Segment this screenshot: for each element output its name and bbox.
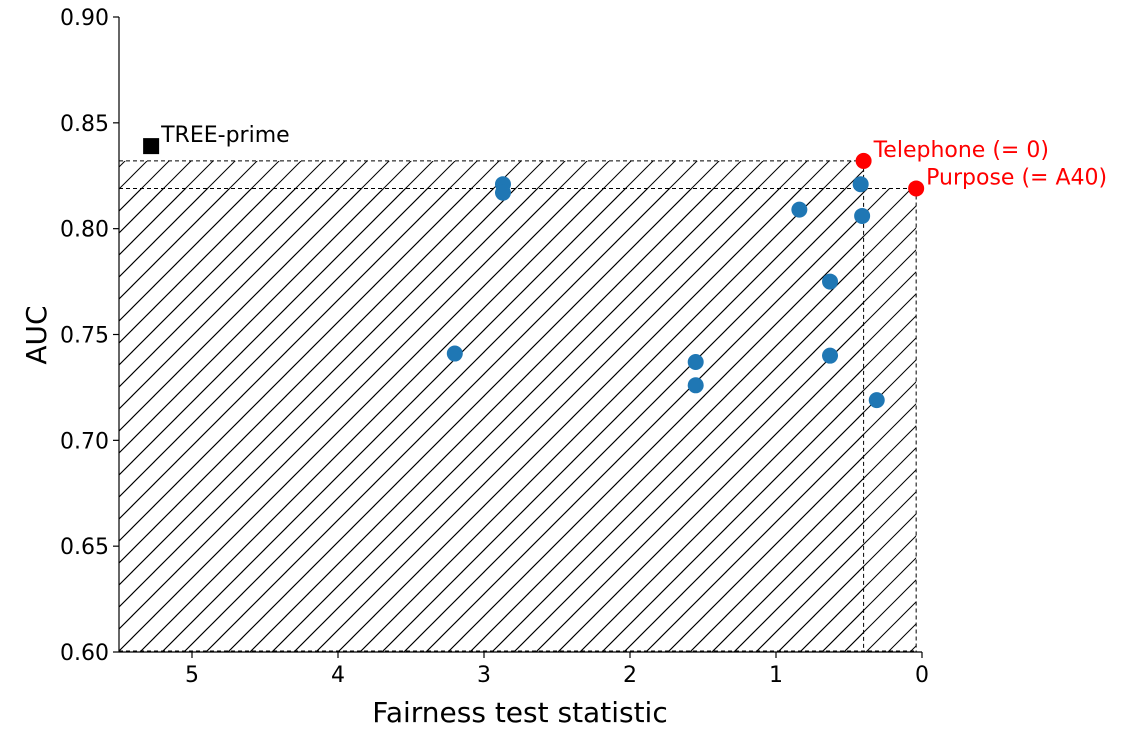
reference-square-marker bbox=[143, 138, 160, 155]
data-point bbox=[791, 201, 808, 218]
point-labels: Telephone (= 0)Purpose (= A40) TREE-prime bbox=[160, 123, 1107, 190]
hatched-region bbox=[119, 188, 917, 652]
y-tick-label: 0.80 bbox=[60, 218, 109, 243]
y-tick-label: 0.60 bbox=[60, 641, 109, 666]
y-tick-label: 0.65 bbox=[60, 535, 109, 560]
y-axis-label: AUC bbox=[20, 305, 53, 364]
x-tick-label: 5 bbox=[185, 663, 199, 688]
y-tick-label: 0.70 bbox=[60, 429, 109, 454]
data-point bbox=[868, 392, 885, 409]
y-tick-label: 0.85 bbox=[60, 112, 109, 137]
x-tick-label: 1 bbox=[769, 663, 783, 688]
point-label: Purpose (= A40) bbox=[926, 165, 1107, 190]
data-point bbox=[852, 176, 869, 193]
hatched-regions bbox=[119, 160, 917, 652]
data-point bbox=[822, 273, 839, 290]
data-point bbox=[446, 345, 463, 362]
data-point bbox=[687, 354, 704, 371]
x-axis-label: Fairness test statistic bbox=[372, 696, 667, 729]
data-point bbox=[854, 207, 871, 224]
ticks: 5 4 3 2 1 0 0.60 0.65 0.70 0.75 0.80 0.85 0.90 bbox=[60, 6, 929, 688]
reference-label: TREE-prime bbox=[160, 123, 290, 148]
x-tick-label: 4 bbox=[331, 663, 345, 688]
data-point bbox=[822, 347, 839, 364]
point-label: Telephone (= 0) bbox=[873, 138, 1049, 163]
x-tick-label: 2 bbox=[623, 663, 637, 688]
y-tick-label: 0.75 bbox=[60, 324, 109, 349]
x-tick-label: 0 bbox=[915, 663, 929, 688]
data-points bbox=[143, 138, 925, 409]
y-tick-label: 0.90 bbox=[60, 6, 109, 31]
highlighted-point bbox=[908, 180, 925, 197]
data-point bbox=[687, 377, 704, 394]
highlighted-point bbox=[855, 152, 872, 169]
data-point bbox=[494, 184, 511, 201]
x-tick-label: 3 bbox=[477, 663, 491, 688]
